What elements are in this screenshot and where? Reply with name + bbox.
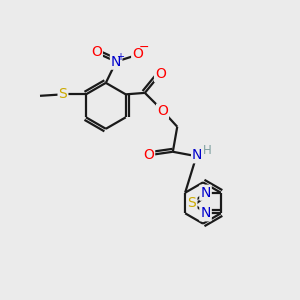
Text: O: O [143, 148, 154, 162]
Text: N: N [111, 55, 121, 69]
Text: N: N [192, 148, 202, 162]
Text: O: O [155, 67, 166, 81]
Text: −: − [138, 41, 149, 54]
Text: S: S [188, 196, 196, 210]
Text: O: O [91, 45, 102, 59]
Text: H: H [203, 144, 212, 158]
Text: S: S [58, 87, 68, 101]
Text: N: N [200, 186, 211, 200]
Text: O: O [157, 104, 168, 118]
Text: +: + [116, 52, 124, 62]
Text: N: N [200, 206, 211, 220]
Text: O: O [132, 47, 143, 61]
